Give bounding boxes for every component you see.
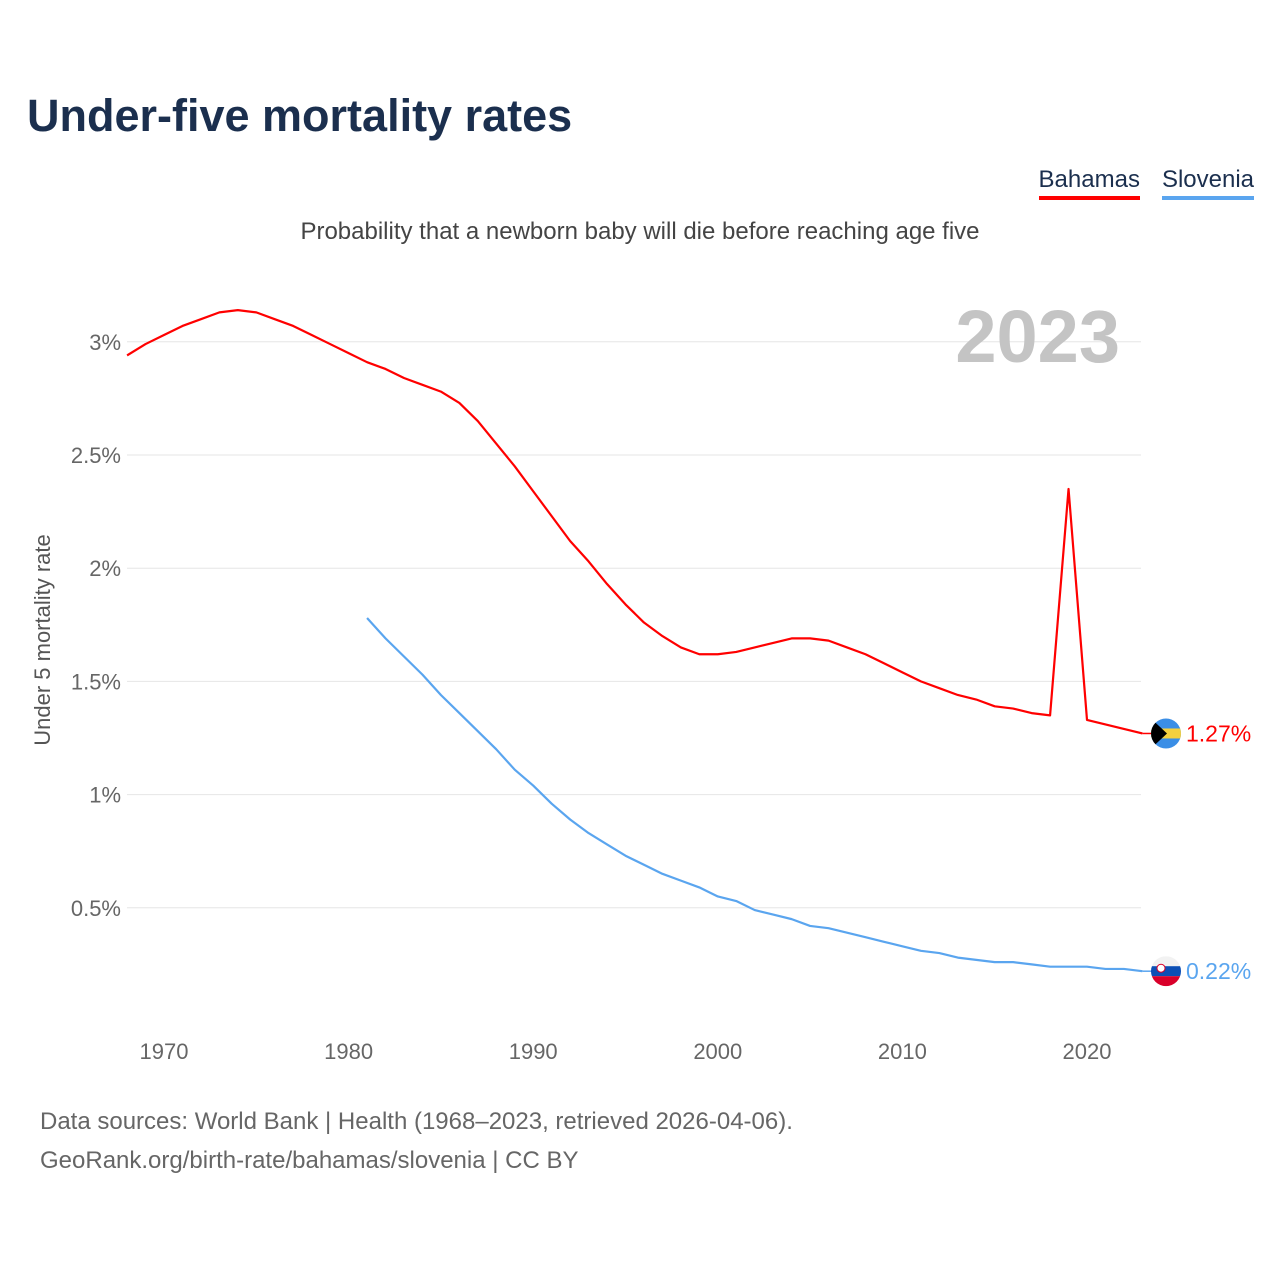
year-label: 2023 bbox=[955, 295, 1120, 378]
y-tick-label: 0.5% bbox=[71, 896, 121, 921]
y-tick-label: 2% bbox=[89, 556, 121, 581]
chart-title: Under-five mortality rates bbox=[27, 90, 573, 141]
slovenia-flag-icon bbox=[1151, 956, 1181, 987]
end-value-label: 1.27% bbox=[1186, 720, 1251, 746]
source-line: Data sources: World Bank | Health (1968–… bbox=[40, 1108, 793, 1135]
legend: Bahamas Slovenia bbox=[1038, 166, 1254, 200]
chart-subtitle: Probability that a newborn baby will die… bbox=[300, 218, 980, 245]
y-tick-label: 2.5% bbox=[71, 443, 121, 468]
end-value-label: 0.22% bbox=[1186, 958, 1251, 984]
x-tick-label: 1970 bbox=[140, 1039, 189, 1064]
series-line-slovenia[interactable] bbox=[366, 617, 1143, 973]
y-tick-label: 3% bbox=[89, 330, 121, 355]
x-tick-label: 1980 bbox=[324, 1039, 373, 1064]
y-tick-label: 1% bbox=[89, 783, 121, 808]
x-tick-label: 2020 bbox=[1063, 1039, 1112, 1064]
x-tick-label: 1990 bbox=[509, 1039, 558, 1064]
x-tick-label: 2000 bbox=[693, 1039, 742, 1064]
bahamas-flag-icon bbox=[1151, 718, 1181, 749]
x-tick-label: 2010 bbox=[878, 1039, 927, 1064]
series-line-bahamas[interactable] bbox=[126, 309, 1143, 735]
legend-slovenia[interactable]: Slovenia bbox=[1161, 166, 1254, 200]
legend-bahamas[interactable]: Bahamas bbox=[1038, 166, 1140, 200]
y-axis-label: Under 5 mortality rate bbox=[30, 534, 55, 746]
source-link[interactable]: GeoRank.org/birth-rate/bahamas/slovenia … bbox=[40, 1147, 579, 1174]
y-tick-label: 1.5% bbox=[71, 669, 121, 694]
